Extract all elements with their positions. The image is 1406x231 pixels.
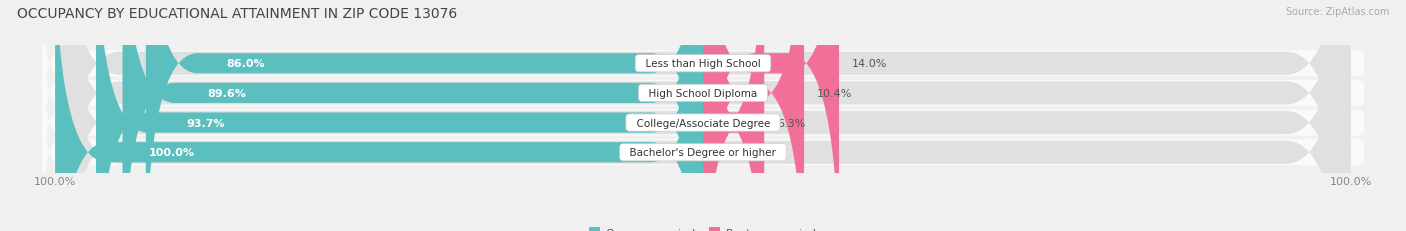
Text: Less than High School: Less than High School: [638, 59, 768, 69]
Text: OCCUPANCY BY EDUCATIONAL ATTAINMENT IN ZIP CODE 13076: OCCUPANCY BY EDUCATIONAL ATTAINMENT IN Z…: [17, 7, 457, 21]
Text: 14.0%: 14.0%: [852, 59, 887, 69]
FancyBboxPatch shape: [55, 0, 1351, 231]
Text: 93.7%: 93.7%: [186, 118, 225, 128]
FancyBboxPatch shape: [42, 47, 1376, 199]
Text: College/Associate Degree: College/Associate Degree: [630, 118, 776, 128]
FancyBboxPatch shape: [703, 0, 765, 231]
Text: Source: ZipAtlas.com: Source: ZipAtlas.com: [1285, 7, 1389, 17]
Text: 10.4%: 10.4%: [817, 88, 852, 98]
FancyBboxPatch shape: [42, 77, 1376, 228]
FancyBboxPatch shape: [55, 0, 1351, 231]
Text: 6.3%: 6.3%: [778, 118, 806, 128]
FancyBboxPatch shape: [703, 0, 804, 231]
FancyBboxPatch shape: [55, 0, 1351, 231]
Text: Bachelor's Degree or higher: Bachelor's Degree or higher: [623, 148, 783, 158]
Text: 0.0%: 0.0%: [716, 148, 744, 158]
Text: 100.0%: 100.0%: [149, 148, 195, 158]
FancyBboxPatch shape: [122, 0, 703, 231]
Text: 89.6%: 89.6%: [208, 88, 246, 98]
Text: High School Diploma: High School Diploma: [643, 88, 763, 98]
FancyBboxPatch shape: [146, 0, 703, 231]
Legend: Owner-occupied, Renter-occupied: Owner-occupied, Renter-occupied: [589, 227, 817, 231]
FancyBboxPatch shape: [703, 0, 839, 231]
FancyBboxPatch shape: [42, 18, 1376, 169]
Text: 86.0%: 86.0%: [226, 59, 266, 69]
FancyBboxPatch shape: [55, 0, 703, 231]
FancyBboxPatch shape: [96, 0, 703, 231]
FancyBboxPatch shape: [42, 0, 1376, 140]
FancyBboxPatch shape: [55, 0, 1351, 231]
